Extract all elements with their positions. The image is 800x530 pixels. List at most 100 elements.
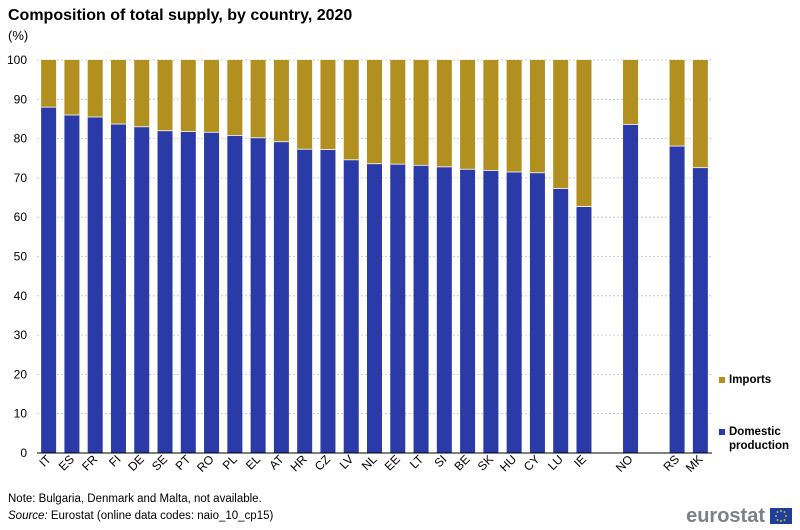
y-tick-label: 0 [20,446,27,460]
bar-domestic-NO [623,124,639,454]
bar-domestic-IE [576,206,592,453]
legend-item-imports: Imports [719,373,800,387]
bar-imports-EL [250,60,266,138]
bar-imports-ES [64,60,80,116]
bar-imports-PL [227,60,243,136]
eu-flag-icon [770,508,792,524]
eurostat-logo-text: eurostat [686,504,765,527]
source-text: Eurostat (online data codes: naio_10_cp1… [47,510,274,522]
bar-domestic-NL [367,163,382,453]
bar-domestic-CY [529,172,545,453]
bar-domestic-AT [273,141,289,453]
bar-imports-LT [413,60,429,166]
bar-imports-NL [367,60,382,164]
bar-domestic-SE [157,130,173,454]
x-tick-label-HR: HR [288,452,310,474]
x-tick-label-NL: NL [359,452,380,473]
bar-imports-AT [273,60,289,142]
eurostat-logo[interactable]: eurostat [686,505,792,527]
x-tick-label-NO: NO [613,452,636,475]
bar-domestic-SK [483,170,499,454]
bar-imports-PT [180,60,196,132]
y-tick-label: 10 [14,407,28,421]
bar-domestic-LT [413,165,429,453]
source-label: Source: [8,510,48,522]
bar-imports-EE [390,60,406,165]
x-tick-label-BE: BE [452,452,473,473]
footnote: Note: Bulgaria, Denmark and Malta, not a… [8,493,262,505]
bar-imports-IT [41,60,57,108]
x-tick-label-EE: EE [382,452,403,473]
x-tick-label-LU: LU [545,452,566,473]
x-tick-label-FI: FI [106,452,123,469]
bar-imports-NO [623,60,639,125]
y-tick-label: 60 [14,210,28,224]
bar-domestic-BE [460,169,476,453]
x-tick-label-MK: MK [683,452,706,475]
bar-imports-RO [204,60,220,133]
bar-domestic-LU [553,188,569,454]
bar-domestic-RO [204,132,220,453]
bar-chart: 0 10 20 30 40 50 60 70 80 90 100 IT ES FR FI DE SE PT RO PL… [7,53,712,475]
x-tick-label-CY: CY [521,452,543,474]
bar-domestic-HR [297,149,313,453]
bar-imports-CZ [320,60,336,150]
bar-imports-IE [576,60,592,207]
bar-imports-SK [483,60,499,171]
x-tick-label-LV: LV [337,452,357,472]
chart-unit: (%) [8,28,29,43]
x-tick-label-RO: RO [194,452,217,475]
bar-domestic-FI [110,124,126,454]
y-tick-label: 40 [14,289,28,303]
bar-domestic-IT [41,107,57,453]
bar-imports-HU [506,60,522,173]
x-tick-label-HU: HU [497,452,519,474]
bar-domestic-FR [87,116,103,454]
y-tick-label: 30 [14,328,28,342]
bar-imports-LU [553,60,569,189]
x-tick-label-PL: PL [220,452,241,473]
y-tick-label: 90 [14,92,28,106]
legend-item-domestic: Domestic production [719,425,800,453]
bar-domestic-SI [436,166,452,453]
bar-imports-DE [134,60,150,127]
x-tick-label-EL: EL [243,452,264,473]
bar-imports-MK [692,60,708,168]
bar-imports-SI [436,60,452,167]
bar-domestic-DE [134,126,150,453]
x-tick-label-CZ: CZ [312,452,333,473]
x-tick-label-LT: LT [407,452,427,472]
x-tick-label-SE: SE [149,452,170,473]
chart-title: Composition of total supply, by country,… [8,7,353,24]
x-tick-label-RS: RS [661,452,683,474]
bar-domestic-CZ [320,149,336,453]
bar-imports-CY [529,60,545,173]
x-tick-label-FR: FR [79,452,100,473]
bar-imports-HR [297,60,313,150]
legend-label-domestic: Domestic production [729,426,790,452]
bar-domestic-PT [180,131,196,453]
legend-swatch-imports [719,377,725,383]
x-tick-label-AT: AT [266,452,287,473]
y-tick-label: 50 [14,250,28,264]
bar-domestic-PL [227,135,243,453]
x-tick-label-IT: IT [36,452,54,470]
bar-domestic-HU [506,172,522,453]
x-tick-label-SI: SI [432,452,450,470]
bar-imports-RS [669,60,685,147]
bar-domestic-LV [343,159,359,453]
x-tick-label-ES: ES [56,452,77,473]
legend-swatch-domestic [719,429,725,435]
bar-imports-FI [110,60,126,125]
x-tick-label-DE: DE [125,452,147,474]
bar-domestic-RS [669,146,685,453]
y-tick-label: 70 [14,171,28,185]
bar-domestic-MK [692,167,708,453]
x-tick-label-IE: IE [571,452,589,470]
bar-imports-LV [343,60,359,160]
x-tick-label-SK: SK [475,452,496,473]
x-tick-label-PT: PT [173,452,194,473]
bar-domestic-ES [64,115,80,454]
bar-domestic-EE [390,164,406,453]
y-tick-label: 80 [14,132,28,146]
